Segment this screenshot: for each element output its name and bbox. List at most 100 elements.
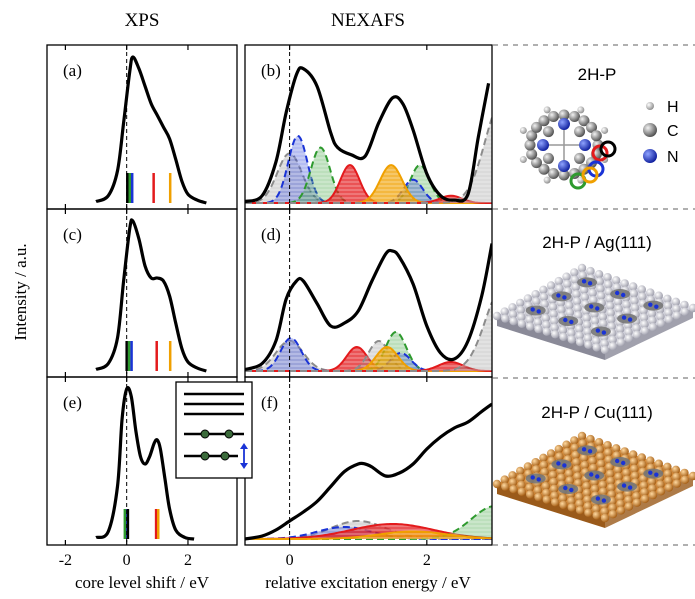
component-hatch-green <box>245 506 492 539</box>
surface-atom <box>567 503 576 512</box>
panel-label: (c) <box>63 225 82 244</box>
adsorbed-molecule <box>584 302 605 313</box>
surface-atom <box>588 288 597 298</box>
surface-atom <box>573 304 582 313</box>
panel-frame <box>244 376 493 546</box>
surface-atom <box>517 487 527 496</box>
surface-atom <box>580 453 589 463</box>
surface-atom <box>501 482 510 491</box>
surface-atom <box>533 318 543 327</box>
surface-atom <box>592 336 601 346</box>
component-hatch-gray <box>245 302 492 371</box>
hydrogen-atom <box>577 106 585 114</box>
surface-atom <box>563 279 572 289</box>
surface-atom <box>599 487 608 496</box>
surface-atom <box>577 431 587 441</box>
surface-atom <box>551 330 560 339</box>
surface-atom <box>647 309 657 318</box>
surface-atom <box>594 438 604 447</box>
surface-atom <box>688 303 695 313</box>
surface-atom <box>600 513 610 523</box>
surface-atom <box>571 450 580 460</box>
surface-atom <box>582 481 591 491</box>
surface-atom <box>600 507 609 516</box>
carbon-atom <box>547 110 559 122</box>
carbon-atom <box>526 148 538 160</box>
label-row3: 2H-P / Cu(111) <box>541 403 653 422</box>
surface-atom <box>565 308 575 317</box>
surface-atom <box>582 488 592 497</box>
surface-atom <box>554 444 563 454</box>
surface-atom <box>688 471 695 481</box>
surface-atom <box>525 483 534 492</box>
surface-atom <box>517 312 526 322</box>
surface-atom <box>612 444 621 453</box>
surface-atom <box>629 289 639 298</box>
panel-label: (f) <box>261 393 278 412</box>
surface-atom <box>531 290 540 299</box>
surface-atom <box>648 322 658 332</box>
component-hatch-blue <box>245 338 492 371</box>
surface-atom <box>672 311 682 320</box>
surface-atom <box>534 492 543 502</box>
carbon-atom <box>558 169 570 181</box>
surface-atom <box>551 498 560 507</box>
surface-atom <box>583 502 593 511</box>
adsorbed-molecule <box>558 316 579 326</box>
surface-atom <box>575 506 585 515</box>
surface-atom <box>567 328 576 338</box>
surface-atom <box>571 282 580 292</box>
surface-atom <box>630 303 640 312</box>
surface-atom <box>598 312 608 321</box>
surface-atom <box>654 291 663 300</box>
surface-atom <box>534 324 543 334</box>
surface-atom <box>603 273 612 282</box>
atom-label-c: C <box>667 123 679 140</box>
porphine-molecule-illustration <box>519 106 617 190</box>
surface-atom <box>575 338 585 347</box>
hydrogen-atom <box>543 176 551 184</box>
surface-atom <box>608 342 618 351</box>
nitrogen-atom <box>558 118 570 130</box>
surface-atom <box>555 452 564 461</box>
surface-atom <box>632 498 642 507</box>
carbon-atom <box>547 168 559 180</box>
surface-atom <box>654 459 663 468</box>
surface-atom <box>542 327 551 336</box>
surface-atom <box>582 313 591 323</box>
surface-atom <box>590 316 600 325</box>
surface-atom <box>559 500 568 510</box>
adsorbed-molecule <box>525 305 546 316</box>
adsorbed-molecule <box>551 459 572 470</box>
surface-atom <box>606 308 615 317</box>
total-spectrum-line <box>95 386 195 541</box>
surface-atom <box>570 275 580 284</box>
total-spectrum-line <box>95 55 207 205</box>
surface-atom <box>672 472 681 481</box>
nexafs-x-axis-label: relative excitation energy / eV <box>265 573 471 592</box>
surface-atom <box>526 322 535 331</box>
carbon-atom <box>538 163 550 175</box>
plot-area <box>245 209 492 377</box>
surface-atom <box>600 339 609 348</box>
surface-atom <box>549 309 558 319</box>
plot-area <box>95 377 195 545</box>
surface-atom <box>500 475 509 484</box>
surface-atom <box>586 266 595 276</box>
surface-atom <box>623 307 632 316</box>
surface-atom <box>575 492 584 502</box>
surface-atom <box>588 456 597 466</box>
surface-atom <box>629 457 639 466</box>
surface-atom <box>508 310 518 319</box>
surface-atom <box>622 468 631 477</box>
ag-surface-illustration <box>492 263 695 360</box>
surface-atom <box>565 476 575 485</box>
hydrogen-atom <box>543 106 551 114</box>
panel-c: (c) <box>46 208 238 378</box>
surface-atom <box>600 345 610 355</box>
panel-label: (e) <box>63 393 82 412</box>
surface-atom <box>572 458 581 467</box>
carbon-atom <box>542 152 554 164</box>
surface-atom <box>517 319 527 328</box>
